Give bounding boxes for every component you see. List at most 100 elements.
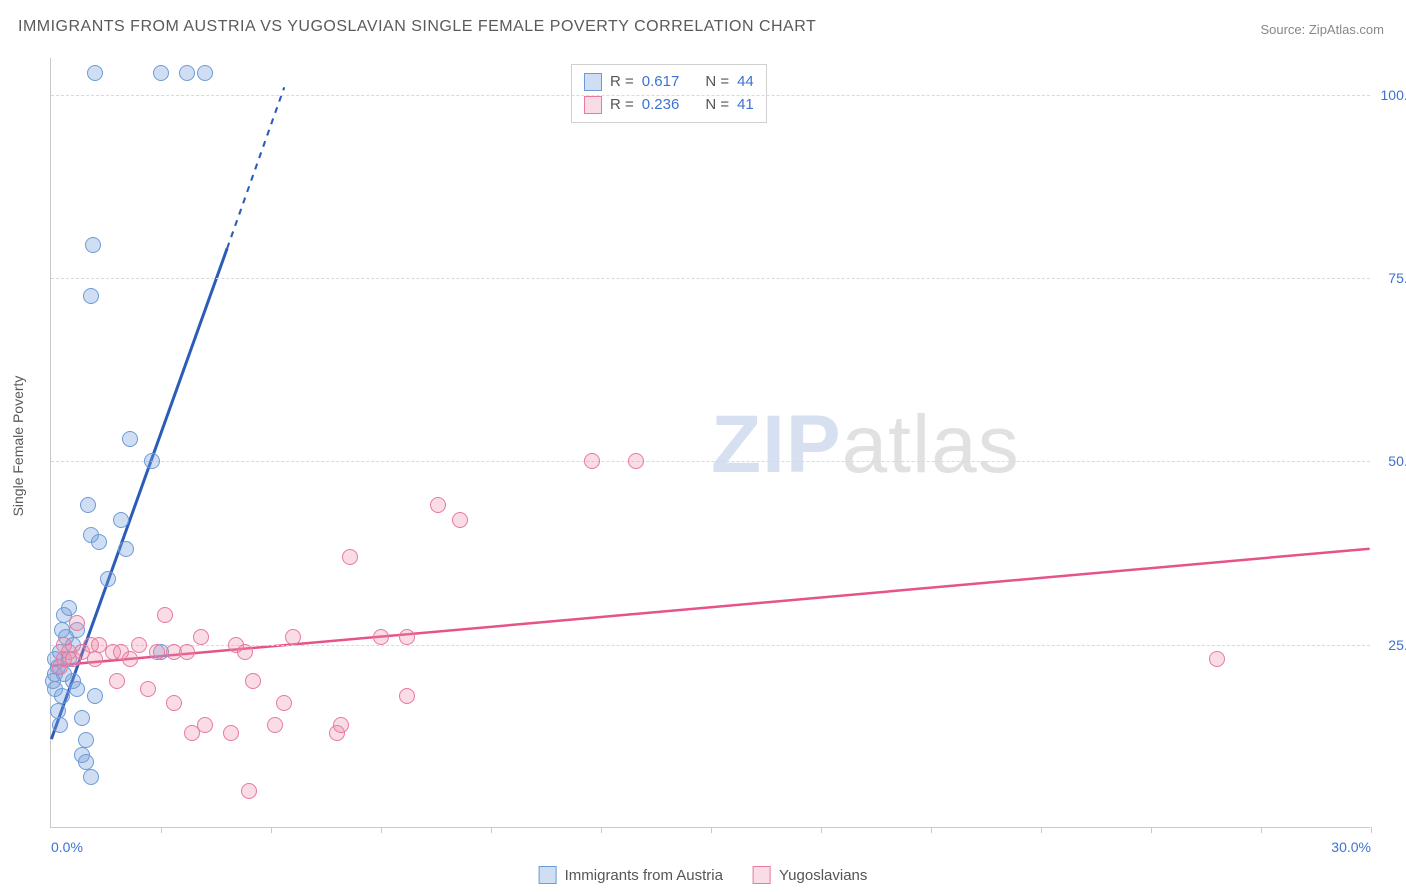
legend-label: Immigrants from Austria xyxy=(565,867,723,884)
r-value: 0.236 xyxy=(642,94,680,117)
data-point xyxy=(109,673,125,689)
n-value: 41 xyxy=(737,94,754,117)
data-point xyxy=(83,288,99,304)
data-point xyxy=(78,732,94,748)
data-point xyxy=(85,237,101,253)
r-value: 0.617 xyxy=(642,71,680,94)
stats-row: R = 0.617 N = 44 xyxy=(584,71,754,94)
data-point xyxy=(83,769,99,785)
x-tick-mark xyxy=(1151,827,1152,833)
data-point xyxy=(179,65,195,81)
data-point xyxy=(399,688,415,704)
data-point xyxy=(342,549,358,565)
y-tick-label: 75.0% xyxy=(1376,270,1406,286)
data-point xyxy=(197,65,213,81)
x-tick-mark xyxy=(1371,827,1372,833)
data-point xyxy=(193,629,209,645)
data-point xyxy=(628,453,644,469)
data-point xyxy=(131,637,147,653)
data-point xyxy=(122,431,138,447)
x-tick-mark xyxy=(931,827,932,833)
y-tick-label: 100.0% xyxy=(1376,87,1406,103)
x-tick-label: 30.0% xyxy=(1331,839,1371,855)
n-label: N = xyxy=(705,71,729,94)
data-point xyxy=(149,644,165,660)
regression-lines-layer xyxy=(51,58,1370,827)
data-point xyxy=(100,571,116,587)
data-point xyxy=(166,695,182,711)
source-attribution: Source: ZipAtlas.com xyxy=(1260,22,1384,37)
x-tick-mark xyxy=(491,827,492,833)
data-point xyxy=(237,644,253,660)
data-point xyxy=(197,717,213,733)
data-point xyxy=(452,512,468,528)
x-tick-mark xyxy=(381,827,382,833)
data-point xyxy=(54,688,70,704)
source-label: Source: xyxy=(1260,22,1308,37)
data-point xyxy=(80,497,96,513)
data-point xyxy=(91,534,107,550)
data-point xyxy=(285,629,301,645)
n-value: 44 xyxy=(737,71,754,94)
data-point xyxy=(52,717,68,733)
regression-line-extrapolated xyxy=(227,87,284,248)
y-tick-label: 50.0% xyxy=(1376,453,1406,469)
data-point xyxy=(87,651,103,667)
x-tick-mark xyxy=(1041,827,1042,833)
data-point xyxy=(153,65,169,81)
x-tick-mark xyxy=(821,827,822,833)
x-tick-mark xyxy=(161,827,162,833)
data-point xyxy=(122,651,138,667)
legend-item: Immigrants from Austria xyxy=(539,866,723,884)
gridline xyxy=(51,461,1370,462)
data-point xyxy=(1209,651,1225,667)
correlation-stats-box: R = 0.617 N = 44 R = 0.236 N = 41 xyxy=(571,64,767,123)
r-label: R = xyxy=(610,94,634,117)
data-point xyxy=(61,600,77,616)
gridline xyxy=(51,278,1370,279)
y-tick-label: 25.0% xyxy=(1376,637,1406,653)
legend-swatch xyxy=(584,73,602,91)
data-point xyxy=(87,65,103,81)
data-point xyxy=(267,717,283,733)
data-point xyxy=(223,725,239,741)
series-legend: Immigrants from Austria Yugoslavians xyxy=(539,866,868,884)
x-tick-mark xyxy=(601,827,602,833)
legend-label: Yugoslavians xyxy=(779,867,867,884)
data-point xyxy=(157,607,173,623)
data-point xyxy=(333,717,349,733)
r-label: R = xyxy=(610,71,634,94)
data-point xyxy=(50,703,66,719)
data-point xyxy=(74,710,90,726)
y-axis-label: Single Female Poverty xyxy=(10,376,26,517)
data-point xyxy=(118,541,134,557)
data-point xyxy=(144,453,160,469)
source-site: ZipAtlas.com xyxy=(1309,22,1384,37)
data-point xyxy=(245,673,261,689)
data-point xyxy=(241,783,257,799)
legend-swatch xyxy=(539,866,557,884)
scatter-plot-area: ZIPatlas R =0.617N =44R =0.236N =41 25.0… xyxy=(50,58,1370,828)
legend-swatch xyxy=(753,866,771,884)
data-point xyxy=(373,629,389,645)
data-point xyxy=(430,497,446,513)
data-point xyxy=(87,688,103,704)
stats-row: R = 0.236 N = 41 xyxy=(584,94,754,117)
x-tick-label: 0.0% xyxy=(51,839,83,855)
x-tick-mark xyxy=(711,827,712,833)
data-point xyxy=(584,453,600,469)
data-point xyxy=(113,512,129,528)
legend-item: Yugoslavians xyxy=(753,866,867,884)
data-point xyxy=(78,754,94,770)
gridline xyxy=(51,95,1370,96)
n-label: N = xyxy=(705,94,729,117)
data-point xyxy=(140,681,156,697)
x-tick-mark xyxy=(1261,827,1262,833)
data-point xyxy=(399,629,415,645)
data-point xyxy=(276,695,292,711)
chart-title: IMMIGRANTS FROM AUSTRIA VS YUGOSLAVIAN S… xyxy=(18,18,816,36)
legend-swatch xyxy=(584,96,602,114)
data-point xyxy=(69,681,85,697)
data-point xyxy=(69,615,85,631)
x-tick-mark xyxy=(271,827,272,833)
